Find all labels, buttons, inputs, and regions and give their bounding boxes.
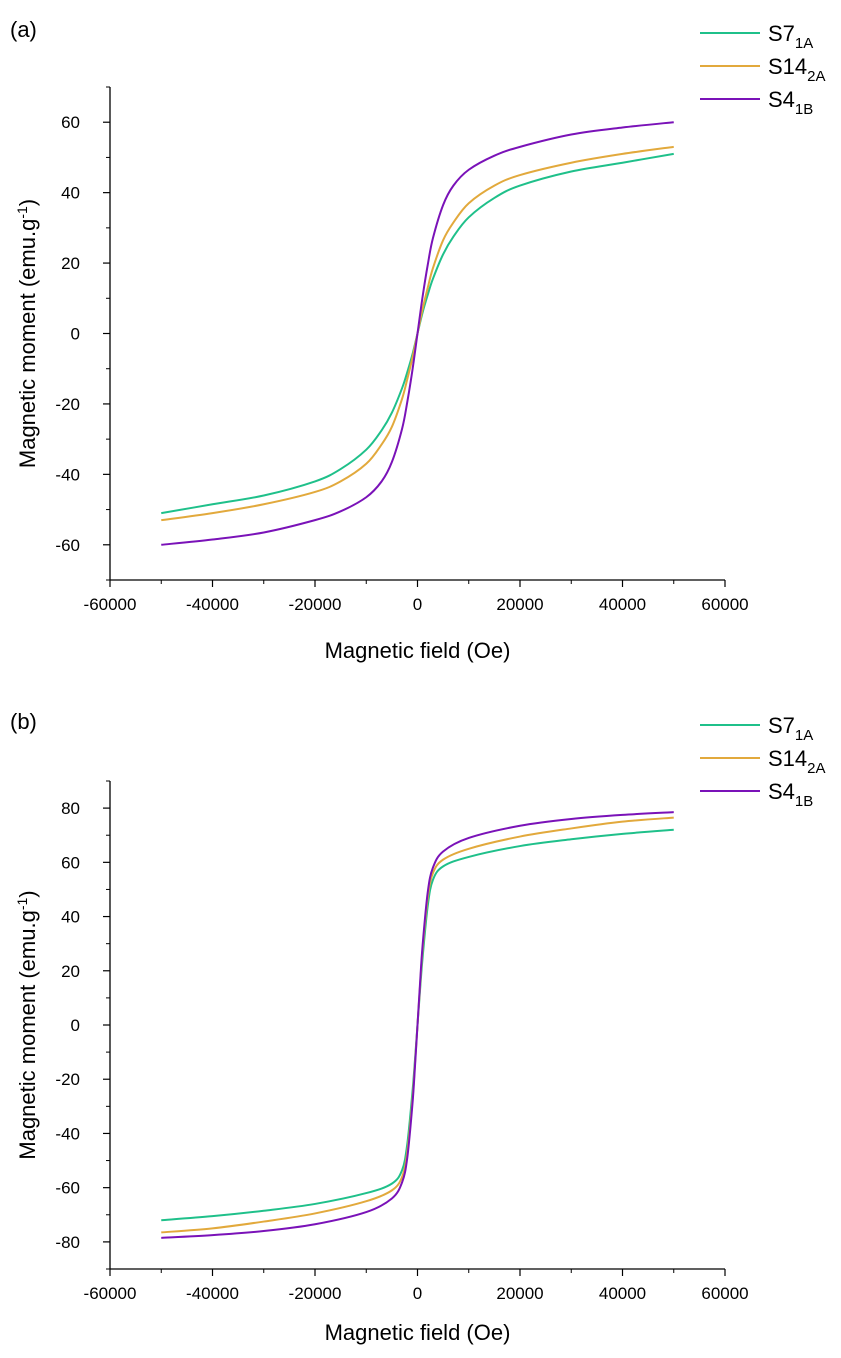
legend-label-sub: 1B	[795, 101, 813, 118]
x-tick-label: -40000	[186, 1284, 239, 1303]
x-tick-label: 0	[413, 1284, 422, 1303]
y-tick-label: -80	[55, 1233, 80, 1252]
series-line-s4-1b	[161, 121, 674, 546]
y-axis-title-main: Magnetic moment (emu.g	[15, 219, 40, 468]
y-tick-label: -40	[55, 465, 80, 484]
y-tick-label: -60	[55, 536, 80, 555]
y-axis-title-end: )	[15, 890, 40, 897]
y-tick-label: 60	[61, 853, 80, 872]
legend-label: S71A	[768, 21, 813, 52]
legend-label-name: S7	[768, 21, 795, 46]
y-axis-title-end: )	[15, 199, 40, 206]
x-tick-label: 20000	[496, 595, 543, 614]
legend-label-name: S4	[768, 779, 795, 804]
legend-label-name: S14	[768, 746, 807, 771]
x-tick-label: 40000	[599, 1284, 646, 1303]
x-tick-label: 20000	[496, 1284, 543, 1303]
legend-label-sub: 2A	[807, 760, 825, 777]
legend-label-name: S7	[768, 713, 795, 738]
y-tick-label: 40	[61, 184, 80, 203]
y-tick-label: -20	[55, 1070, 80, 1089]
legend-label: S41B	[768, 87, 813, 118]
x-tick-label: 0	[413, 595, 422, 614]
y-tick-label: 0	[71, 325, 80, 344]
y-axis-title-main: Magnetic moment (emu.g	[15, 910, 40, 1159]
y-tick-label: 60	[61, 113, 80, 132]
x-tick-label: 40000	[599, 595, 646, 614]
y-axis-title-sup: -1	[14, 206, 30, 219]
chart-panel-2: (b) -60000 -40000 -20000 0 20000 40000 60000 -80…	[10, 709, 826, 1345]
x-tick-label: 60000	[701, 1284, 748, 1303]
y-tick-label: -60	[55, 1179, 80, 1198]
legend-label: S71A	[768, 713, 813, 744]
series-line-s4-1b	[161, 811, 674, 1239]
y-tick-label: 0	[71, 1016, 80, 1035]
x-tick-label: -40000	[186, 595, 239, 614]
panel-label: (a)	[10, 17, 37, 42]
legend-label-name: S14	[768, 54, 807, 79]
legend-label: S41B	[768, 779, 813, 810]
legend-label-sub: 1A	[795, 727, 813, 744]
y-tick-label: 80	[61, 799, 80, 818]
y-tick-label: 20	[61, 962, 80, 981]
legend-label-sub: 1A	[795, 35, 813, 52]
y-tick-label: 40	[61, 908, 80, 927]
x-axis-title: Magnetic field (Oe)	[325, 638, 511, 663]
legend-label-sub: 1B	[795, 793, 813, 810]
y-tick-label: 20	[61, 254, 80, 273]
x-axis-title: Magnetic field (Oe)	[325, 1320, 511, 1345]
legend-label: S142A	[768, 746, 826, 777]
y-tick-label: -20	[55, 395, 80, 414]
y-axis-title: Magnetic moment (emu.g-1)	[14, 199, 40, 468]
legend-label: S142A	[768, 54, 826, 85]
x-tick-label: -60000	[84, 595, 137, 614]
chart-panel-1: (a) -60000 -40000 -20000 0 20000 40000 60000 -60…	[10, 17, 826, 663]
x-tick-label: -20000	[289, 1284, 342, 1303]
panel-label: (b)	[10, 709, 37, 734]
legend-label-sub: 2A	[807, 68, 825, 85]
y-axis-title-sup: -1	[14, 898, 30, 911]
y-tick-label: -40	[55, 1124, 80, 1143]
legend-label-name: S4	[768, 87, 795, 112]
x-tick-label: -60000	[84, 1284, 137, 1303]
y-axis-title: Magnetic moment (emu.g-1)	[14, 890, 40, 1159]
x-tick-label: -20000	[289, 595, 342, 614]
x-tick-label: 60000	[701, 595, 748, 614]
